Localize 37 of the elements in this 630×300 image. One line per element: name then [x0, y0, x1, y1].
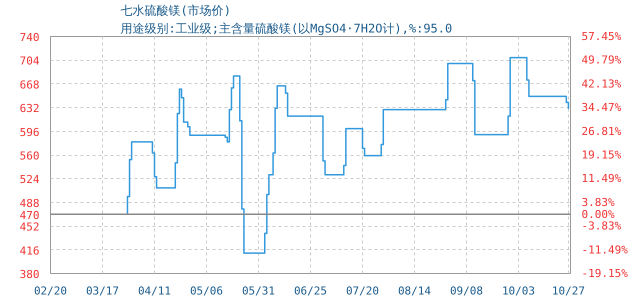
x-tick-label: 10/03 [502, 284, 536, 298]
x-tick-label: 05/06 [190, 284, 224, 298]
y2-tick-label: -19.15% [582, 267, 628, 280]
x-tick-label: 03/17 [86, 284, 120, 298]
y2-tick-label: 57.45% [582, 30, 622, 43]
y2-tick-label: 0.00% [582, 208, 615, 221]
y-tick-label: 704 [20, 54, 40, 68]
x-tick-label: 06/25 [294, 284, 328, 298]
y-tick-label: 740 [20, 31, 40, 44]
y2-tick-label: 42.13% [582, 77, 622, 90]
y-tick-label: 632 [20, 102, 40, 116]
y2-tick-label: 26.81% [582, 124, 622, 138]
x-tick-label: 02/20 [34, 284, 68, 298]
y2-tick-label: -11.49% [582, 243, 628, 256]
x-tick-label: 08/14 [398, 284, 432, 298]
chart-title: 七水硫酸镁(市场价) [120, 4, 231, 18]
y2-tick-label: 19.15% [582, 148, 622, 162]
y-tick-label: 416 [20, 244, 40, 258]
x-tick-label: 09/08 [450, 284, 484, 298]
y2-tick-label: 34.47% [582, 101, 622, 114]
y-tick-label: 452 [20, 220, 40, 234]
y2-tick-label: 11.49% [582, 172, 622, 186]
y-tick-label: 596 [20, 126, 40, 139]
y2-tick-label: 3.83% [582, 196, 615, 209]
y-tick-label: 524 [20, 173, 40, 186]
chart-subtitle: 用途级别:工业级;主含量硫酸镁(以MgSO4·7H2O计),%:95.0 [120, 22, 452, 36]
y-tick-label: 380 [20, 268, 40, 281]
y2-tick-label: -3.83% [582, 220, 622, 233]
x-tick-label: 05/31 [242, 284, 276, 298]
y-tick-label: 488 [20, 196, 40, 210]
x-tick-label: 07/20 [346, 284, 380, 298]
x-tick-label: 10/27 [552, 284, 585, 298]
y-tick-label: 470 [20, 208, 40, 222]
x-tick-label: 04/11 [138, 284, 172, 298]
y2-tick-label: 49.79% [582, 54, 622, 67]
y-tick-label: 668 [20, 78, 40, 92]
y-tick-label: 560 [20, 150, 40, 162]
